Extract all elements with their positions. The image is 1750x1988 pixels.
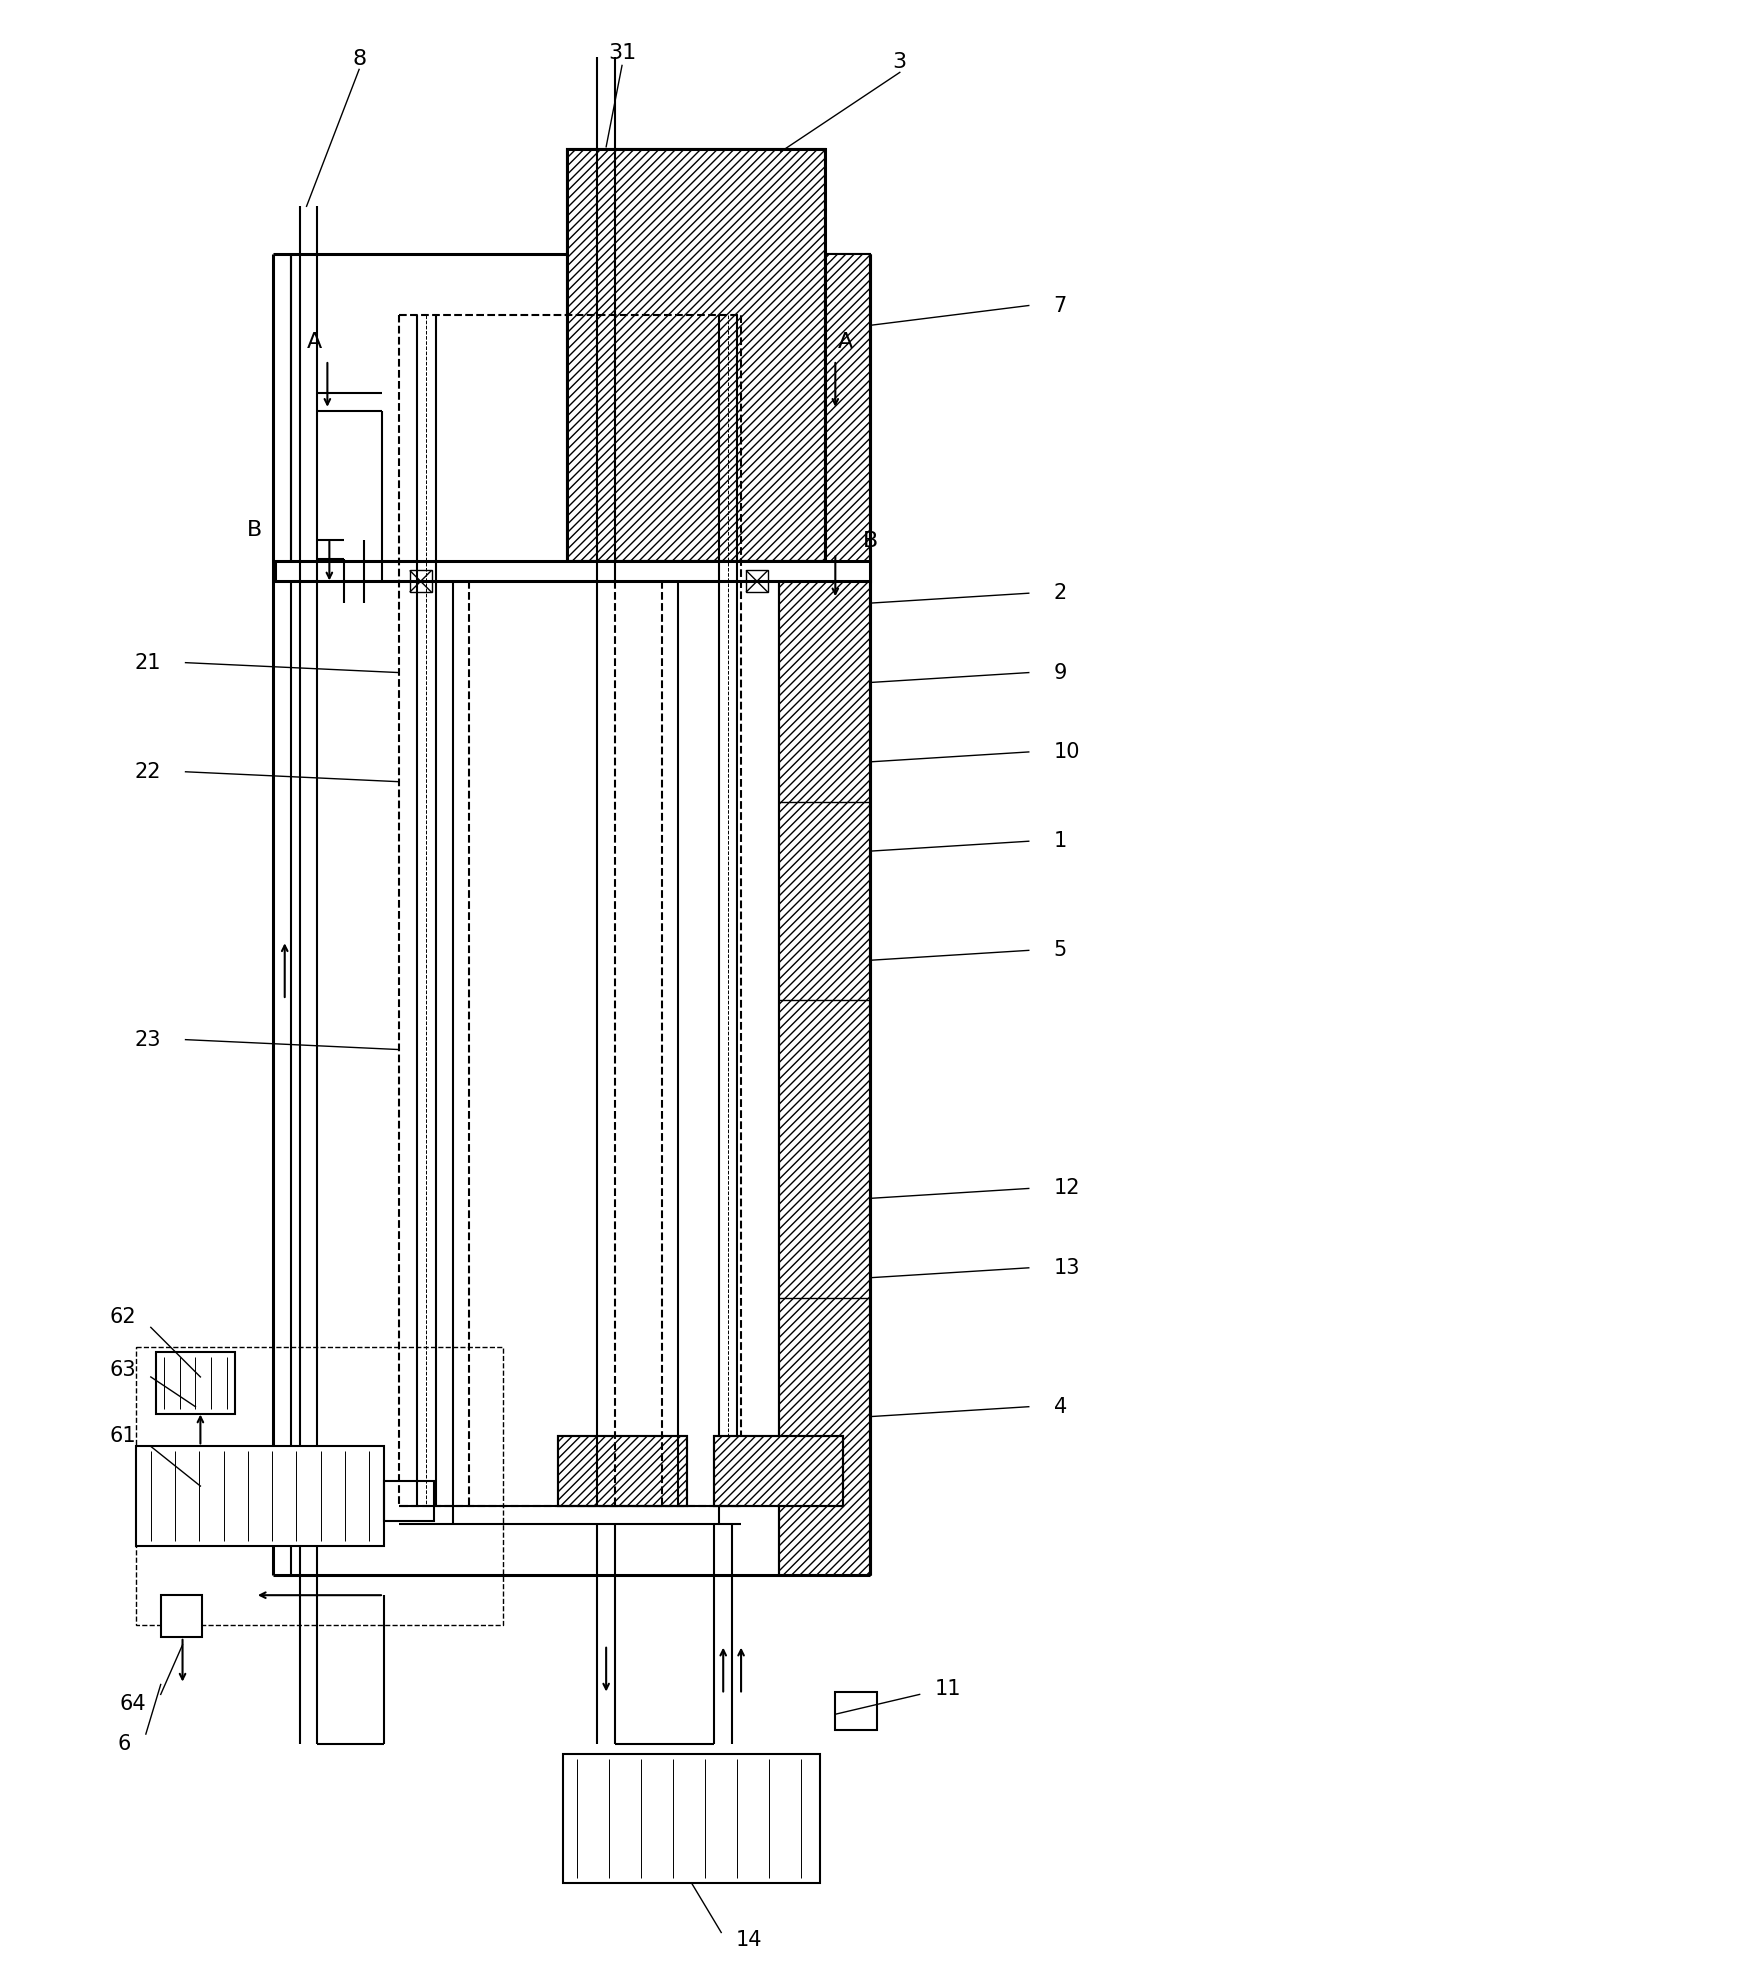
Text: 61: 61: [108, 1427, 136, 1447]
Bar: [383, 1481, 434, 1521]
Bar: [558, 1437, 686, 1505]
Bar: [562, 1753, 821, 1883]
Bar: [136, 1447, 383, 1545]
Bar: [714, 1437, 844, 1505]
Bar: [161, 1594, 203, 1636]
Text: A: A: [306, 332, 322, 352]
Text: B: B: [863, 531, 878, 551]
Text: 2: 2: [1054, 582, 1068, 602]
Text: A: A: [838, 332, 852, 352]
Bar: [399, 316, 740, 1505]
Bar: [746, 571, 768, 592]
Text: 62: 62: [108, 1308, 136, 1328]
Text: 11: 11: [934, 1680, 961, 1700]
Text: 14: 14: [737, 1930, 763, 1950]
Text: 23: 23: [135, 1030, 161, 1050]
Bar: [567, 149, 826, 561]
Bar: [567, 149, 826, 561]
Text: B: B: [247, 519, 262, 539]
Text: 10: 10: [1054, 742, 1080, 761]
Text: 63: 63: [108, 1360, 136, 1380]
Text: 12: 12: [1054, 1179, 1080, 1199]
Text: 7: 7: [1054, 296, 1068, 316]
Text: 6: 6: [117, 1734, 131, 1753]
Text: 22: 22: [135, 761, 161, 781]
Text: 4: 4: [1054, 1398, 1068, 1417]
Bar: [136, 1348, 502, 1624]
Bar: [275, 561, 870, 580]
Bar: [714, 1437, 844, 1505]
Text: 5: 5: [1054, 940, 1068, 960]
Text: 21: 21: [135, 652, 161, 672]
Text: 13: 13: [1054, 1258, 1080, 1278]
Bar: [779, 254, 870, 1574]
Text: 1: 1: [1054, 831, 1068, 851]
Text: 64: 64: [119, 1694, 145, 1714]
Bar: [558, 1437, 686, 1505]
Text: 3: 3: [892, 52, 906, 72]
Text: 31: 31: [607, 42, 637, 62]
Bar: [835, 1692, 877, 1730]
Bar: [156, 1352, 235, 1413]
Text: 8: 8: [352, 50, 366, 70]
Text: 9: 9: [1054, 662, 1068, 682]
Bar: [410, 571, 432, 592]
